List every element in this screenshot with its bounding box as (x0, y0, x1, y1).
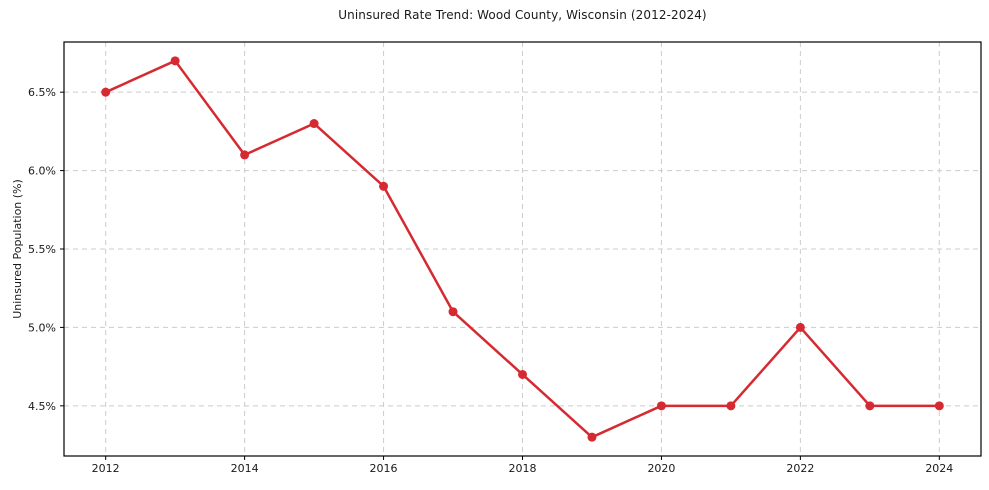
y-tick-label: 5.5% (28, 243, 56, 256)
y-tick-label: 5.0% (28, 321, 56, 334)
data-point (587, 432, 597, 442)
data-point (240, 150, 250, 160)
data-point (518, 369, 527, 379)
data-point (865, 401, 875, 411)
x-tick-label: 2024 (925, 462, 953, 475)
x-tick-label: 2016 (370, 462, 398, 475)
x-tick-label: 2022 (786, 462, 814, 475)
y-tick-label: 6.5% (28, 86, 56, 99)
data-point (795, 322, 805, 332)
y-tick-label: 4.5% (28, 400, 56, 413)
data-point (934, 401, 944, 411)
x-tick-label: 2012 (92, 462, 120, 475)
y-tick-label: 6.0% (28, 165, 56, 178)
x-tick-label: 2018 (509, 462, 537, 475)
data-point (448, 307, 458, 317)
chart-title: Uninsured Rate Trend: Wood County, Wisco… (338, 8, 707, 22)
data-point (101, 87, 111, 97)
data-point (379, 181, 389, 191)
data-point (170, 56, 180, 66)
x-tick-label: 2014 (231, 462, 259, 475)
data-point (726, 401, 736, 411)
data-point (309, 119, 319, 129)
x-tick-label: 2020 (647, 462, 675, 475)
data-point (656, 401, 666, 411)
